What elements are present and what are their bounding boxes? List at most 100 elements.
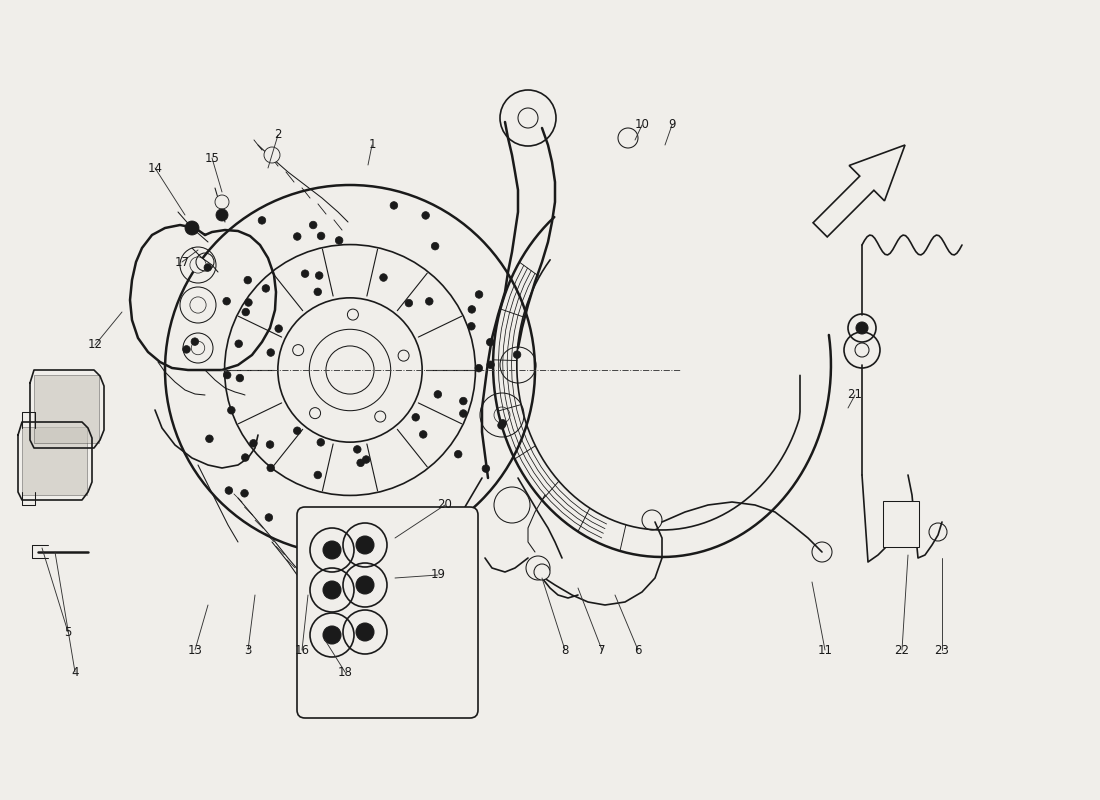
Circle shape [317, 232, 324, 240]
Circle shape [264, 147, 280, 163]
Text: 1: 1 [368, 138, 376, 151]
Circle shape [364, 524, 371, 531]
Circle shape [460, 410, 467, 418]
Circle shape [323, 541, 341, 559]
Polygon shape [813, 145, 905, 237]
Circle shape [356, 536, 374, 554]
Circle shape [390, 202, 398, 210]
Circle shape [265, 514, 273, 522]
Text: 17: 17 [175, 255, 189, 269]
Text: 13: 13 [188, 643, 202, 657]
FancyBboxPatch shape [22, 427, 87, 495]
Circle shape [226, 486, 233, 494]
Text: 23: 23 [935, 643, 949, 657]
Circle shape [856, 322, 868, 334]
Circle shape [323, 581, 341, 599]
Circle shape [241, 490, 249, 497]
Text: 19: 19 [430, 569, 446, 582]
Text: 5: 5 [64, 626, 72, 638]
Circle shape [316, 272, 323, 279]
Circle shape [460, 398, 467, 405]
FancyBboxPatch shape [883, 501, 918, 547]
Circle shape [235, 340, 242, 347]
Circle shape [468, 306, 475, 314]
Circle shape [242, 454, 249, 462]
Circle shape [301, 270, 309, 278]
Text: 8: 8 [561, 643, 569, 657]
Circle shape [206, 435, 213, 442]
Text: 16: 16 [295, 643, 309, 657]
Circle shape [468, 322, 475, 330]
Circle shape [431, 242, 439, 250]
Circle shape [262, 285, 270, 292]
Circle shape [191, 338, 199, 346]
Circle shape [214, 195, 229, 209]
Text: 2: 2 [274, 129, 282, 142]
Circle shape [855, 343, 869, 357]
Circle shape [236, 374, 244, 382]
Circle shape [475, 364, 483, 372]
Circle shape [618, 128, 638, 148]
Circle shape [266, 441, 274, 448]
Text: 9: 9 [669, 118, 675, 131]
Circle shape [309, 222, 317, 229]
Circle shape [314, 471, 321, 478]
Circle shape [258, 217, 266, 224]
Circle shape [190, 257, 206, 273]
Text: 18: 18 [338, 666, 352, 678]
Circle shape [405, 299, 412, 307]
Circle shape [421, 212, 429, 219]
Circle shape [426, 298, 433, 305]
Text: 15: 15 [205, 151, 219, 165]
Circle shape [294, 427, 301, 434]
Circle shape [336, 237, 343, 244]
FancyBboxPatch shape [34, 375, 99, 443]
Circle shape [204, 264, 211, 271]
Circle shape [275, 325, 283, 333]
Circle shape [185, 221, 199, 235]
Circle shape [482, 465, 490, 472]
Text: 22: 22 [894, 643, 910, 657]
Circle shape [242, 308, 250, 316]
Text: 4: 4 [72, 666, 79, 678]
Circle shape [534, 564, 550, 580]
Text: 7: 7 [598, 643, 606, 657]
Circle shape [223, 371, 231, 379]
Text: 11: 11 [817, 643, 833, 657]
Circle shape [314, 288, 321, 296]
Circle shape [362, 456, 370, 463]
Circle shape [419, 430, 427, 438]
Circle shape [486, 338, 494, 346]
Text: 6: 6 [635, 643, 641, 657]
Circle shape [379, 274, 387, 282]
Circle shape [190, 297, 206, 313]
Text: 20: 20 [438, 498, 452, 511]
Circle shape [228, 406, 235, 414]
Circle shape [411, 414, 419, 421]
Circle shape [267, 349, 275, 356]
Circle shape [356, 459, 364, 466]
Circle shape [353, 446, 361, 454]
Circle shape [454, 450, 462, 458]
Circle shape [475, 290, 483, 298]
FancyBboxPatch shape [297, 507, 478, 718]
Circle shape [216, 209, 228, 221]
Circle shape [434, 390, 441, 398]
Circle shape [323, 626, 341, 644]
Circle shape [191, 342, 205, 354]
Text: 12: 12 [88, 338, 102, 351]
Circle shape [514, 351, 521, 358]
Circle shape [356, 576, 374, 594]
Circle shape [244, 298, 252, 306]
Text: 3: 3 [244, 643, 252, 657]
Circle shape [487, 361, 494, 369]
Circle shape [499, 419, 506, 427]
Circle shape [398, 525, 406, 533]
Text: 21: 21 [847, 389, 862, 402]
Circle shape [183, 346, 190, 353]
Circle shape [356, 623, 374, 641]
Circle shape [244, 276, 252, 284]
Text: 14: 14 [147, 162, 163, 174]
Circle shape [294, 233, 301, 240]
Circle shape [267, 464, 275, 472]
